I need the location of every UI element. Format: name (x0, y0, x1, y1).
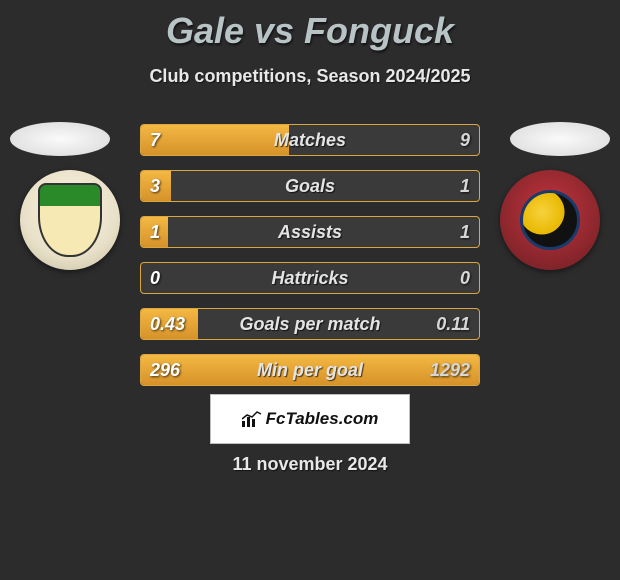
player-left-avatar (10, 122, 110, 156)
stat-label: Matches (140, 124, 480, 156)
stat-value-left: 0 (140, 262, 170, 294)
stat-row: Min per goal2961292 (140, 348, 480, 388)
club-crest-left (20, 170, 120, 270)
club-crest-right (500, 170, 600, 270)
stat-row: Goals per match0.430.11 (140, 302, 480, 342)
stat-value-right: 1292 (420, 354, 480, 386)
footer-brand-box: FcTables.com (210, 394, 410, 444)
stat-value-left: 3 (140, 170, 170, 202)
stat-row: Goals3 1 (140, 164, 480, 204)
stat-value-left: 1 (140, 216, 170, 248)
footer-brand: FcTables.com (242, 409, 379, 429)
chart-icon (242, 411, 262, 427)
page-title: Gale vs Fonguck (0, 0, 620, 52)
subtitle: Club competitions, Season 2024/2025 (0, 66, 620, 87)
stat-row: Hattricks0 0 (140, 256, 480, 296)
stat-value-right: 1 (450, 170, 480, 202)
player-right-avatar (510, 122, 610, 156)
stat-label: Hattricks (140, 262, 480, 294)
stat-row: Matches7 9 (140, 118, 480, 158)
stat-value-left: 0.43 (140, 308, 195, 340)
stats-bars: Matches79Goals31Assists11Hattricks00Goal… (140, 118, 480, 394)
stat-value-right: 9 (450, 124, 480, 156)
stat-value-right: 1 (450, 216, 480, 248)
date-text: 11 november 2024 (0, 454, 620, 475)
stat-value-right: 0 (450, 262, 480, 294)
stat-value-right: 0.11 (426, 308, 480, 340)
footer-brand-text: FcTables.com (266, 409, 379, 429)
stat-value-left: 7 (140, 124, 170, 156)
stat-label: Goals (140, 170, 480, 202)
stat-label: Assists (140, 216, 480, 248)
stat-value-left: 296 (140, 354, 190, 386)
stat-row: Assists1 1 (140, 210, 480, 250)
